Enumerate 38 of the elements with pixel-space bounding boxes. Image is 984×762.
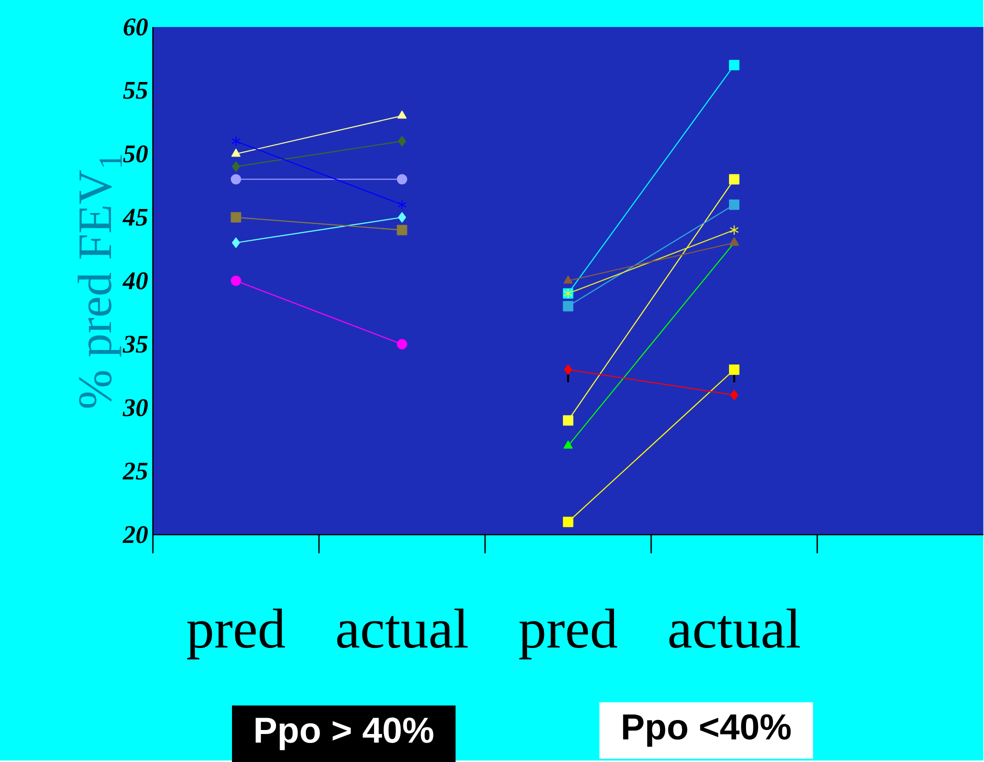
point [730,390,738,400]
point [230,212,242,222]
x-tick-label: actual [337,608,468,648]
point [729,199,740,210]
point [398,136,406,146]
point [231,136,241,146]
text: Ppo <40% [623,714,791,747]
y-tick-label: 25 [122,462,148,480]
point [729,60,740,70]
point [562,300,574,312]
y-tick-label: 50 [123,145,148,162]
y-tick-label: 45 [122,208,148,226]
point [396,224,408,236]
point [230,174,242,184]
y-tick-label: 35 [122,336,148,353]
point [232,161,240,172]
point [729,364,740,375]
x-tick-label: pred [187,608,285,660]
x-tick-label: actual [669,608,800,648]
point [562,415,574,426]
point [730,224,739,236]
y-tick-label: 40 [122,272,148,290]
point [398,212,406,222]
point [562,516,574,528]
point [564,364,572,375]
y-tick-label: 55 [123,82,148,99]
y-tick-label: 20 [122,526,148,544]
point [230,276,242,286]
text: Ppo > 40% [256,717,434,750]
point [396,174,408,184]
point [397,199,407,210]
point [232,237,240,248]
x-tick-label: pred [519,608,618,660]
point [729,174,740,184]
y-axis-title: % pred FEV$_{1}$ [78,154,122,408]
point [396,339,408,350]
y-tick-label: 30 [122,399,148,416]
y-tick-label: 60 [124,18,148,36]
